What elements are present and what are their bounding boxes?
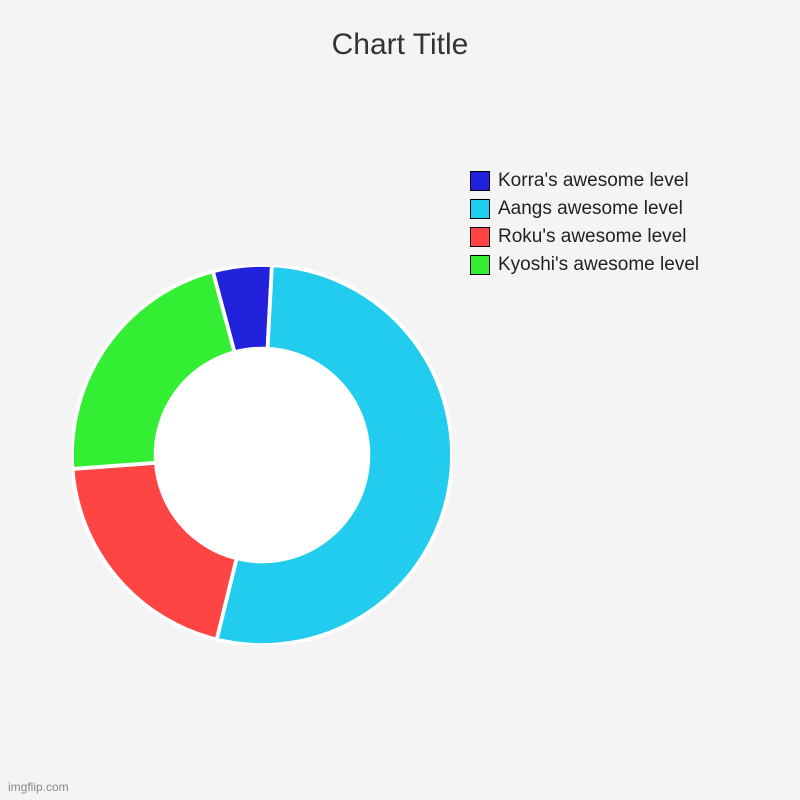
legend-item: Aangs awesome level xyxy=(470,198,699,220)
chart-title: Chart Title xyxy=(0,28,800,62)
legend-swatch xyxy=(470,255,490,275)
donut-svg xyxy=(72,265,452,645)
legend-swatch xyxy=(470,199,490,219)
legend-label: Aangs awesome level xyxy=(498,198,683,220)
legend-label: Korra's awesome level xyxy=(498,170,689,192)
donut-chart xyxy=(72,265,452,645)
legend-swatch xyxy=(470,171,490,191)
legend-label: Kyoshi's awesome level xyxy=(498,254,699,276)
chart-container: Chart Title Korra's awesome level Aangs a… xyxy=(0,0,800,800)
legend-item: Kyoshi's awesome level xyxy=(470,254,699,276)
legend-label: Roku's awesome level xyxy=(498,226,686,248)
legend-item: Roku's awesome level xyxy=(470,226,699,248)
legend-swatch xyxy=(470,227,490,247)
watermark: imgflip.com xyxy=(8,780,69,794)
legend: Korra's awesome level Aangs awesome level… xyxy=(470,170,699,282)
legend-item: Korra's awesome level xyxy=(470,170,699,192)
donut-center xyxy=(157,350,368,561)
